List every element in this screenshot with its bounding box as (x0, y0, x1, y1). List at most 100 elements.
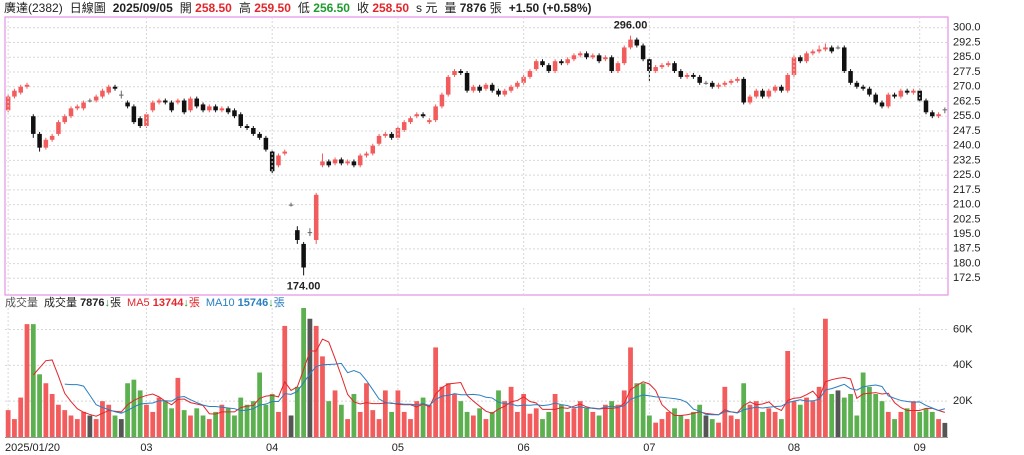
candle-body (590, 55, 596, 58)
volume-bar (326, 401, 332, 437)
volume-bar (936, 419, 941, 437)
volume-bar (672, 408, 677, 437)
price-panel-frame (4, 16, 949, 296)
candle-body (860, 86, 866, 89)
candle-body (445, 76, 451, 95)
volume-bar (131, 379, 137, 437)
candle-body (439, 94, 445, 107)
unit: 張 (489, 1, 502, 15)
volume-bar (181, 410, 187, 437)
volume-bar (112, 415, 118, 437)
candle-body (709, 82, 715, 87)
stock-name: 廣達(2382) (4, 1, 63, 15)
volume-bar (527, 413, 533, 437)
volume-bar (276, 411, 281, 437)
volume-bar (445, 383, 451, 437)
candle-body (389, 133, 394, 138)
candle-body (923, 100, 929, 113)
candle-body (502, 90, 508, 95)
volume-bar (577, 401, 583, 437)
x-tick-label: 06 (518, 442, 530, 454)
candle-body (225, 108, 231, 113)
y-tick-label: 285.0 (953, 51, 981, 63)
volume-bar (87, 415, 93, 437)
candle-body (703, 82, 709, 84)
candle-body (753, 90, 759, 97)
candle-body (477, 86, 482, 91)
volume-bar (621, 390, 627, 437)
candle-body (634, 39, 640, 46)
volume-bar (785, 351, 791, 437)
volume-bar (885, 411, 891, 437)
candle-body (716, 84, 721, 87)
candle-body (911, 90, 916, 93)
candle-body (527, 71, 533, 77)
volume-bar (194, 408, 200, 437)
candle-body (150, 102, 155, 111)
volume-bar (716, 422, 721, 437)
legend-value: 7876 (80, 297, 105, 309)
volume-bar (804, 397, 809, 437)
field: 低 256.50 (298, 1, 350, 16)
candle-body (760, 90, 765, 97)
candle-body (244, 126, 250, 129)
candle-body (678, 71, 684, 77)
y-tick-label: 240.0 (953, 140, 981, 152)
volume-bar (238, 397, 244, 437)
candle-body (307, 232, 313, 234)
volume-bar (483, 419, 489, 437)
candle-body (684, 74, 690, 77)
candle-body (301, 243, 306, 268)
volume-bar (244, 404, 250, 437)
candle-body (364, 153, 369, 156)
candle-body (144, 114, 149, 127)
volume-bar (219, 404, 225, 437)
candle-body (238, 114, 244, 127)
y-tick-label: 187.5 (953, 243, 981, 255)
volume-bar (923, 408, 929, 437)
volume-bar (232, 415, 237, 437)
candle-body (779, 86, 784, 91)
y-tick-label: 292.5 (953, 36, 981, 48)
volume-bar (426, 404, 432, 437)
candle-body (804, 53, 809, 62)
volume-bar (81, 411, 86, 437)
field-value: 258.50 (195, 1, 232, 15)
candle-body (125, 102, 130, 107)
candle-body (383, 133, 388, 136)
candle-body (464, 72, 470, 91)
legend-name: MA5 (127, 297, 150, 309)
volume-bar (338, 404, 344, 437)
volume-bar (735, 419, 740, 437)
volume-bar (320, 356, 325, 437)
volume-bar (596, 415, 602, 437)
volume-bar (835, 390, 841, 437)
candle-body (31, 116, 36, 134)
volume-bar (269, 394, 275, 437)
volume-bar (640, 383, 646, 437)
volume-bar (841, 397, 847, 437)
candle-body (433, 106, 438, 121)
candle-body (75, 106, 80, 109)
volume-bar (533, 408, 539, 437)
candle-body (917, 90, 922, 101)
candle-body (163, 100, 168, 103)
volume-bar (816, 386, 822, 437)
y-tick-label: 195.0 (953, 228, 981, 240)
field-value: 7876 (459, 1, 487, 15)
volume-bar (389, 411, 395, 437)
candle-body (81, 102, 86, 109)
legend-arrow: ↓ (183, 297, 189, 309)
legend-title: 成交量 (5, 297, 38, 309)
volume-bar (351, 394, 357, 437)
volume-bar (615, 404, 621, 437)
volume-bar (357, 411, 363, 437)
candle-body (735, 78, 740, 81)
volume-bar (200, 415, 206, 437)
chart-kind[interactable]: 日線圖 (69, 1, 106, 15)
volume-bar (558, 404, 564, 437)
candle-body (798, 57, 803, 62)
volume-bar (496, 390, 501, 437)
candle-body (879, 102, 885, 107)
